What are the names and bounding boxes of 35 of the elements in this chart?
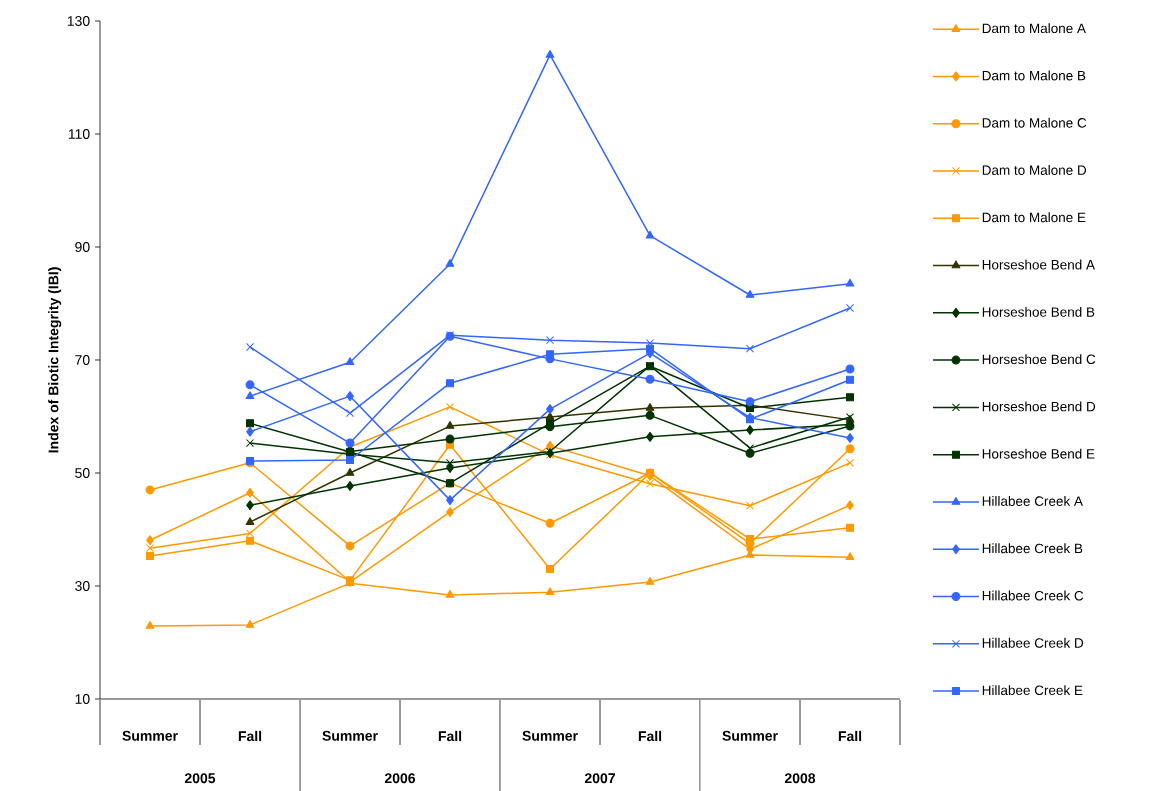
text: 2005 [184, 773, 216, 783]
legend-label: Horseshoe Bend A [982, 259, 1095, 270]
legend-label: Horseshoe Bend E [982, 448, 1095, 459]
legend-label: Dam to Malone A [982, 23, 1086, 33]
y-tick-label: 130 [67, 15, 90, 26]
y-tick-label: 90 [75, 241, 90, 252]
text: 2008 [784, 773, 816, 783]
y-tick-label: 50 [75, 467, 90, 478]
x-tick-label: Fall [438, 730, 462, 741]
y-tick-label: 110 [68, 128, 90, 139]
text: 2006 [384, 773, 416, 783]
y-tick-label: 30 [75, 580, 90, 591]
legend-label: Horseshoe Bend D [982, 401, 1096, 412]
x-tick-label: Fall [838, 730, 862, 741]
x-tick-label: Fall [238, 730, 262, 741]
legend-label: Hillabee Creek D [982, 637, 1084, 648]
legend-label: Horseshoe Bend C [982, 353, 1096, 364]
legend-label: Hillabee Creek A [982, 495, 1083, 506]
legend-label: Dam to Malone D [982, 164, 1087, 175]
y-tick-label: 10 [75, 693, 90, 704]
legend-label: Hillabee Creek E [982, 684, 1083, 695]
x-tick-label: Fall [638, 730, 662, 741]
text: 2007 [584, 773, 615, 783]
x-tick-label: Summer [122, 730, 178, 741]
x-tick-label: Summer [522, 730, 578, 741]
legend-label: Dam to Malone C [982, 117, 1087, 128]
legend-label: Hillabee Creek C [982, 590, 1084, 601]
legend-label: Hillabee Creek B [982, 543, 1083, 554]
x-tick-label: Summer [722, 730, 778, 741]
x-tick-label: Summer [322, 730, 378, 741]
y-axis-title: Index of Biotic Integrity (IBI) [48, 267, 62, 453]
legend-label: Horseshoe Bend B [982, 306, 1095, 317]
legend-label: Dam to Malone E [982, 212, 1086, 223]
legend-label: Dam to Malone B [982, 70, 1086, 81]
y-tick-label: 70 [75, 354, 90, 365]
